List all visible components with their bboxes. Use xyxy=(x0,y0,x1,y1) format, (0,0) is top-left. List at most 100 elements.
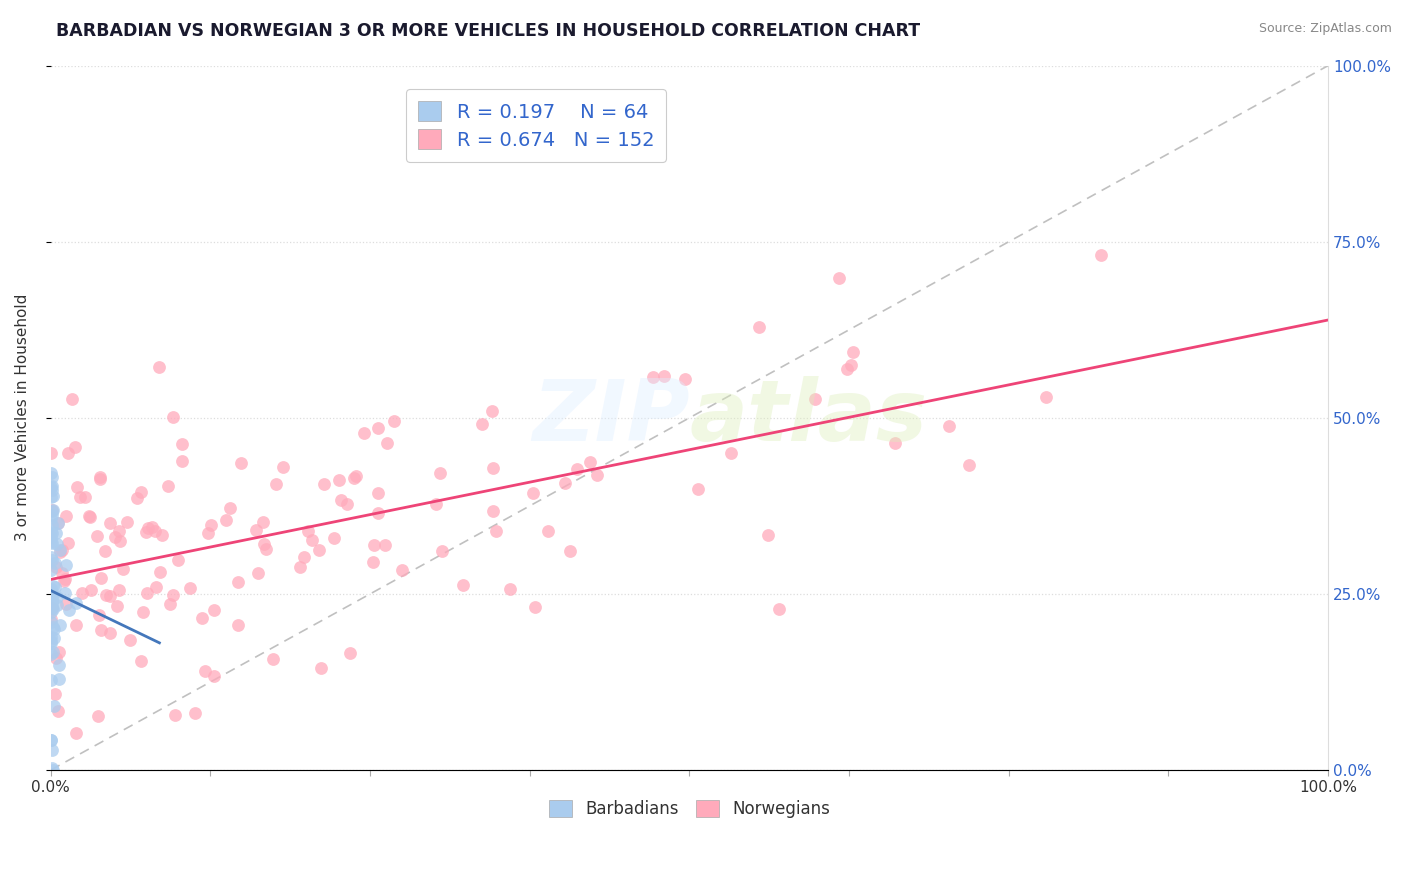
Point xyxy=(1090,248,1112,262)
Point xyxy=(89,472,111,486)
Point xyxy=(361,556,384,570)
Point xyxy=(39,732,62,747)
Point xyxy=(41,535,63,549)
Point xyxy=(292,549,315,564)
Point xyxy=(162,409,184,424)
Point xyxy=(49,542,72,557)
Point xyxy=(42,645,65,659)
Point xyxy=(686,482,709,496)
Point xyxy=(49,617,72,632)
Point xyxy=(129,484,152,499)
Point xyxy=(69,490,91,504)
Point xyxy=(41,469,63,483)
Point xyxy=(148,565,170,579)
Point xyxy=(1035,390,1057,404)
Point xyxy=(841,344,863,359)
Point xyxy=(44,631,66,645)
Point xyxy=(45,598,67,612)
Point xyxy=(80,582,103,597)
Point xyxy=(959,458,981,472)
Point xyxy=(839,358,862,372)
Point xyxy=(41,483,63,497)
Point xyxy=(200,517,222,532)
Text: BARBADIAN VS NORWEGIAN 3 OR MORE VEHICLES IN HOUSEHOLD CORRELATION CHART: BARBADIAN VS NORWEGIAN 3 OR MORE VEHICLE… xyxy=(56,22,921,40)
Point xyxy=(837,362,859,376)
Point xyxy=(288,560,311,574)
Text: ZIP: ZIP xyxy=(531,376,689,459)
Point xyxy=(77,509,100,524)
Point xyxy=(44,651,66,665)
Point xyxy=(39,524,62,538)
Point xyxy=(41,503,63,517)
Point xyxy=(375,435,398,450)
Point xyxy=(339,646,361,660)
Point xyxy=(565,462,588,476)
Point xyxy=(190,611,212,625)
Point xyxy=(172,437,194,451)
Point xyxy=(39,550,62,565)
Point xyxy=(309,661,332,675)
Point xyxy=(39,466,62,480)
Point xyxy=(374,537,396,551)
Point xyxy=(353,425,375,440)
Point xyxy=(252,537,274,551)
Point xyxy=(39,490,62,504)
Point xyxy=(41,579,63,593)
Point xyxy=(45,526,67,541)
Point xyxy=(523,599,546,614)
Point xyxy=(39,634,62,648)
Point xyxy=(41,511,63,525)
Point xyxy=(79,509,101,524)
Point xyxy=(42,602,65,616)
Point xyxy=(145,580,167,594)
Y-axis label: 3 or more Vehicles in Household: 3 or more Vehicles in Household xyxy=(15,294,30,541)
Point xyxy=(39,589,62,603)
Point xyxy=(39,647,62,661)
Point xyxy=(143,524,166,538)
Point xyxy=(884,436,907,450)
Point xyxy=(215,513,238,527)
Point xyxy=(756,528,779,542)
Point xyxy=(41,587,63,601)
Point xyxy=(554,475,576,490)
Point xyxy=(48,673,70,687)
Point xyxy=(429,466,451,480)
Point xyxy=(308,542,330,557)
Point xyxy=(42,622,65,636)
Point xyxy=(41,596,63,610)
Point xyxy=(197,525,219,540)
Point xyxy=(522,486,544,500)
Point xyxy=(60,392,83,406)
Point xyxy=(39,635,62,649)
Point xyxy=(90,571,112,585)
Point xyxy=(129,654,152,668)
Point xyxy=(94,588,117,602)
Point xyxy=(94,543,117,558)
Point xyxy=(87,709,110,723)
Point xyxy=(256,542,278,557)
Point xyxy=(41,479,63,493)
Point xyxy=(252,515,274,529)
Point xyxy=(39,582,62,596)
Point xyxy=(135,586,157,600)
Point xyxy=(141,520,163,534)
Point xyxy=(104,530,127,544)
Point xyxy=(98,590,121,604)
Point xyxy=(118,632,141,647)
Point xyxy=(111,562,134,576)
Point xyxy=(46,704,69,718)
Point xyxy=(42,503,65,517)
Point xyxy=(87,607,110,622)
Point xyxy=(45,559,67,574)
Legend: Barbadians, Norwegians: Barbadians, Norwegians xyxy=(543,794,837,825)
Point xyxy=(45,590,67,604)
Point xyxy=(46,516,69,530)
Point xyxy=(330,493,353,508)
Point xyxy=(471,417,494,432)
Point xyxy=(42,619,65,633)
Point xyxy=(39,585,62,599)
Point xyxy=(41,504,63,518)
Point xyxy=(48,645,70,659)
Point xyxy=(39,732,62,747)
Point xyxy=(48,544,70,558)
